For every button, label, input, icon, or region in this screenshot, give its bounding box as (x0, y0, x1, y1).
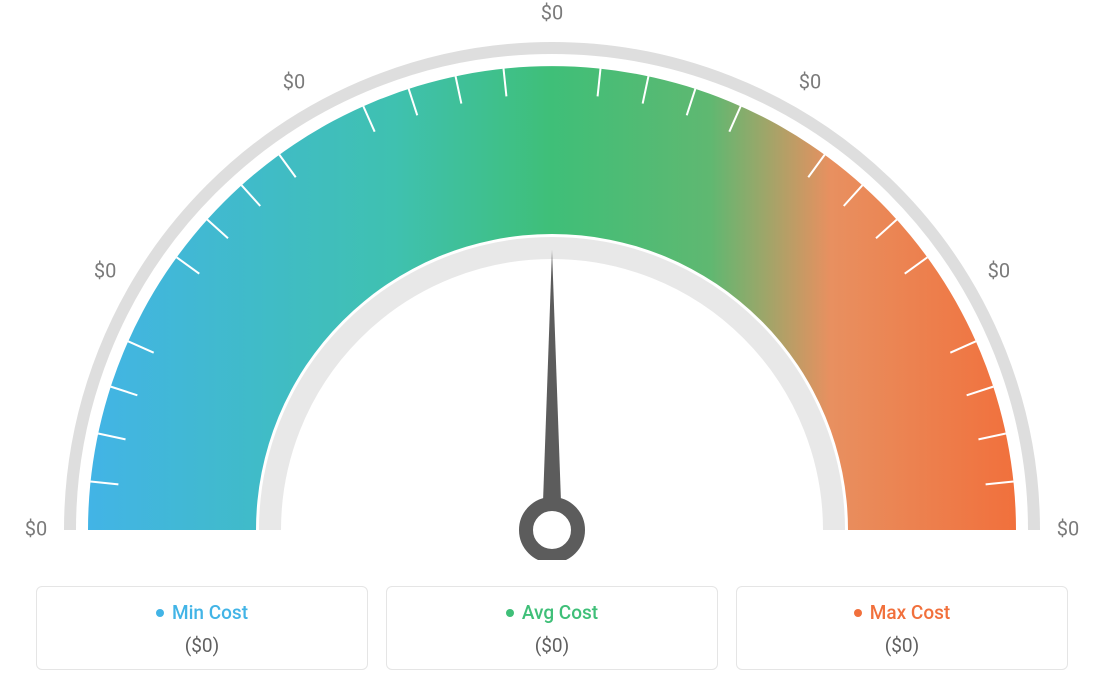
svg-text:$0: $0 (541, 0, 563, 24)
legend-title-min: Min Cost (156, 601, 248, 624)
legend-dot-avg (506, 609, 514, 617)
legend-label-max: Max Cost (870, 601, 950, 624)
cost-gauge-container: $0 $0 $0 $0 $0 $0 $0 Min Cost ($0) Avg Cost ($… (0, 0, 1104, 690)
legend-value-max: ($0) (747, 634, 1057, 657)
svg-text:$0: $0 (25, 516, 47, 540)
legend-card-max: Max Cost ($0) (736, 586, 1068, 670)
legend-title-max: Max Cost (854, 601, 950, 624)
legend-dot-min (156, 609, 164, 617)
svg-text:$0: $0 (1057, 516, 1079, 540)
legend-card-min: Min Cost ($0) (36, 586, 368, 670)
svg-text:$0: $0 (988, 258, 1010, 282)
legend-row: Min Cost ($0) Avg Cost ($0) Max Cost ($0… (36, 586, 1068, 670)
legend-label-avg: Avg Cost (522, 601, 598, 624)
legend-label-min: Min Cost (172, 601, 248, 624)
svg-text:$0: $0 (283, 69, 305, 93)
legend-dot-max (854, 609, 862, 617)
gauge-svg: $0 $0 $0 $0 $0 $0 $0 (0, 0, 1104, 560)
legend-value-avg: ($0) (397, 634, 707, 657)
svg-text:$0: $0 (799, 69, 821, 93)
gauge-chart: $0 $0 $0 $0 $0 $0 $0 (0, 0, 1104, 560)
legend-title-avg: Avg Cost (506, 601, 598, 624)
svg-text:$0: $0 (94, 258, 116, 282)
legend-value-min: ($0) (47, 634, 357, 657)
legend-card-avg: Avg Cost ($0) (386, 586, 718, 670)
